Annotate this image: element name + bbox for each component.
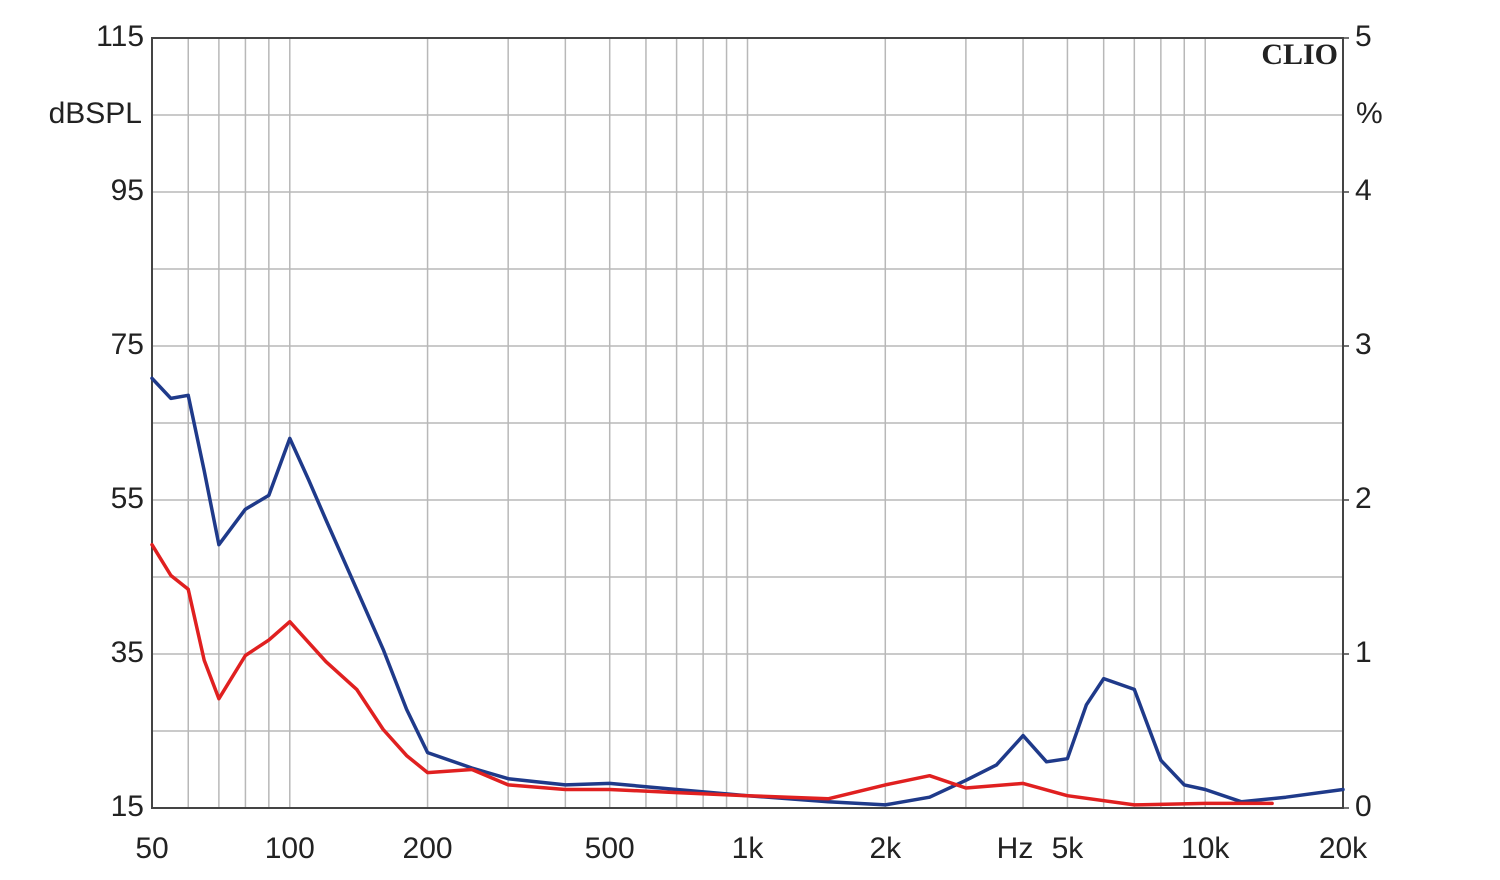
- x-tick-label: 10k: [1181, 832, 1230, 865]
- y2-tick-label: 5: [1355, 20, 1372, 53]
- watermark: CLIO: [1261, 38, 1338, 71]
- x-axis-label: Hz: [997, 832, 1034, 865]
- y-tick-label: 15: [111, 790, 144, 823]
- data-line: [150, 542, 1274, 807]
- x-tick-label: 500: [585, 832, 635, 865]
- x-tick-label: 200: [403, 832, 453, 865]
- y2-axis-label: %: [1356, 97, 1383, 130]
- y2-tick-label: 0: [1355, 790, 1372, 823]
- x-tick-label: 50: [135, 832, 168, 865]
- y-tick-label: 115: [96, 20, 144, 53]
- x-tick-label: 5k: [1052, 832, 1085, 865]
- x-tick-label: 2k: [869, 832, 902, 865]
- y-tick-label: 35: [111, 636, 144, 669]
- y2-tick-label: 3: [1355, 328, 1372, 361]
- y-axis-label: dBSPL: [49, 97, 142, 130]
- y-tick-label: 55: [111, 482, 144, 515]
- y2-tick-label: 4: [1355, 174, 1372, 207]
- y-tick-label: 95: [111, 174, 144, 207]
- y-tick-label: 75: [111, 328, 144, 361]
- data-line: [150, 376, 1345, 807]
- x-tick-label: 1k: [732, 832, 765, 865]
- y2-tick-label: 1: [1355, 636, 1372, 669]
- y2-tick-label: 2: [1355, 482, 1372, 515]
- x-tick-label: 20k: [1319, 832, 1368, 865]
- plot-frame: [151, 37, 1344, 809]
- x-tick-label: 100: [265, 832, 315, 865]
